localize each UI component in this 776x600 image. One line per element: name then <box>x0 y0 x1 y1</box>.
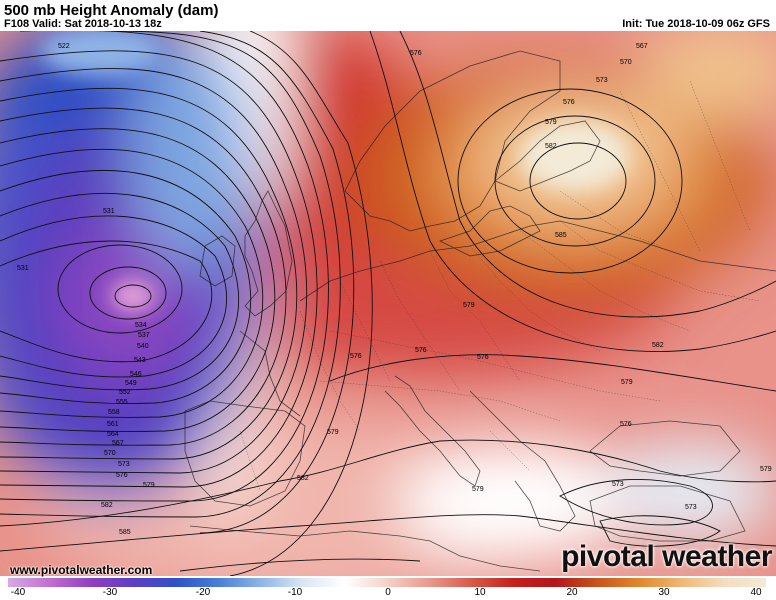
colorbar-tick: 10 <box>474 587 486 598</box>
contour-label: 552 <box>119 389 131 396</box>
website-label: www.pivotalweather.com <box>10 563 153 577</box>
colorbar <box>8 578 766 587</box>
contour-label: 549 <box>125 380 137 387</box>
contour-label: 576 <box>350 353 362 360</box>
contour-labels: 522 531 531 534 537 540 543 546 549 552 … <box>17 43 772 569</box>
contour-label: 582 <box>297 475 309 482</box>
contour-label: 522 <box>58 43 70 50</box>
contour-label: 537 <box>138 332 150 339</box>
contour-label: 579 <box>545 119 557 126</box>
contour-label: 582 <box>652 342 664 349</box>
contour-label: 558 <box>108 409 120 416</box>
contour-label: 546 <box>130 371 142 378</box>
colorbar-tick: -40 <box>10 587 26 598</box>
contour-label: 576 <box>477 354 489 361</box>
valid-time: F108 Valid: Sat 2018-10-13 18z <box>4 18 162 30</box>
coastlines <box>184 50 776 572</box>
contour-label: 540 <box>137 343 149 350</box>
contour-label: 543 <box>134 357 146 364</box>
contour-label: 585 <box>555 232 567 239</box>
colorbar-tick: 0 <box>385 587 391 598</box>
contour-label: 582 <box>101 502 113 509</box>
contour-label: 579 <box>463 302 475 309</box>
contour-label: 579 <box>327 429 339 436</box>
contour-label: 585 <box>119 529 131 536</box>
colorbar-tick: 20 <box>566 587 578 598</box>
contour-label: 534 <box>135 322 147 329</box>
contour-label: 576 <box>563 99 575 106</box>
init-time: Init: Tue 2018-10-09 06z GFS <box>622 18 770 30</box>
contour-label: 573 <box>612 481 624 488</box>
contour-label: 576 <box>634 562 646 569</box>
contour-label: 573 <box>118 461 130 468</box>
header-bar: 500 mb Height Anomaly (dam) F108 Valid: … <box>0 0 776 31</box>
contour-label: 576 <box>116 472 128 479</box>
contour-label: 576 <box>620 421 632 428</box>
contour-label: 582 <box>545 143 557 150</box>
contour-label: 567 <box>636 43 648 50</box>
contour-label: 579 <box>621 379 633 386</box>
map-title: 500 mb Height Anomaly (dam) <box>4 2 219 19</box>
contour-label: 573 <box>685 504 697 511</box>
colorbar-tick: -30 <box>102 587 118 598</box>
contour-label: 579 <box>760 466 772 473</box>
anomaly-cores <box>40 31 630 312</box>
contour-label: 531 <box>103 208 115 215</box>
contour-label: 561 <box>107 421 119 428</box>
contour-label: 573 <box>596 77 608 84</box>
anomaly-map: 522 531 531 534 537 540 543 546 549 552 … <box>0 31 776 576</box>
contour-label: 579 <box>143 482 155 489</box>
colorbar-tick: 30 <box>658 587 670 598</box>
contour-label: 570 <box>104 450 116 457</box>
colorbar-gradient <box>8 578 766 587</box>
contour-label: 579 <box>472 486 484 493</box>
height-contours <box>0 31 776 576</box>
colorbar-tick: 40 <box>750 587 762 598</box>
contour-label: 576 <box>415 347 427 354</box>
colorbar-tick: -10 <box>287 587 303 598</box>
contour-label: 570 <box>620 59 632 66</box>
colorbar-tick: -20 <box>195 587 211 598</box>
contour-label: 555 <box>116 399 128 406</box>
brand-logo: pivotal weather <box>561 540 772 573</box>
contour-label: 576 <box>410 50 422 57</box>
contour-label: 531 <box>17 265 29 272</box>
contour-label: 567 <box>112 440 124 447</box>
contour-label: 564 <box>107 431 119 438</box>
